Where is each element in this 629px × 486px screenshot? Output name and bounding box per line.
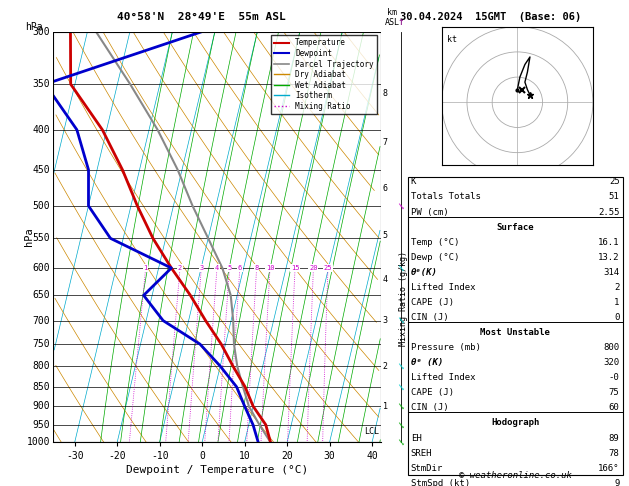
Text: Surface: Surface [496,223,534,232]
Text: Mixing Ratio (g/kg): Mixing Ratio (g/kg) [399,251,408,346]
Text: →→: →→ [396,315,406,326]
Text: 1: 1 [614,298,620,307]
Text: 3: 3 [382,316,387,325]
Text: 850: 850 [33,382,50,392]
Text: →→: →→ [396,361,406,371]
Text: 2: 2 [178,265,182,271]
Text: 1: 1 [382,402,387,411]
Text: 1: 1 [143,265,148,271]
Text: 450: 450 [33,165,50,175]
Text: Totals Totals: Totals Totals [411,192,481,202]
Text: CIN (J): CIN (J) [411,313,448,322]
Text: 75: 75 [609,388,620,398]
Text: 4: 4 [215,265,219,271]
Text: 2: 2 [614,283,620,292]
Text: Temp (°C): Temp (°C) [411,238,459,247]
Text: kt: kt [447,35,457,44]
Text: SREH: SREH [411,449,432,458]
Text: 13.2: 13.2 [598,253,620,262]
Text: Hodograph: Hodograph [491,418,539,428]
Text: 400: 400 [33,125,50,135]
Text: 800: 800 [33,361,50,371]
Text: 4: 4 [382,275,387,284]
Text: -0: -0 [609,373,620,382]
Text: 950: 950 [33,420,50,430]
Text: 60: 60 [609,403,620,413]
Text: θᵉ (K): θᵉ (K) [411,358,443,367]
Text: K: K [411,177,416,187]
Text: Lifted Index: Lifted Index [411,373,476,382]
Text: Dewp (°C): Dewp (°C) [411,253,459,262]
Text: Most Unstable: Most Unstable [480,328,550,337]
Text: 166°: 166° [598,464,620,473]
Text: 550: 550 [33,233,50,243]
Text: LCL: LCL [364,427,379,435]
Text: ↑: ↑ [398,17,404,27]
Text: 9: 9 [614,479,620,486]
Text: 6: 6 [382,184,387,193]
Text: →→: →→ [396,437,406,448]
Text: →→: →→ [396,401,406,412]
Text: →→: →→ [396,419,406,430]
Text: CAPE (J): CAPE (J) [411,388,454,398]
Text: 25: 25 [609,177,620,187]
Text: 2.55: 2.55 [598,208,620,217]
Text: PW (cm): PW (cm) [411,208,448,217]
Text: 7: 7 [382,138,387,147]
Text: 350: 350 [33,79,50,89]
Text: CIN (J): CIN (J) [411,403,448,413]
Text: StmSpd (kt): StmSpd (kt) [411,479,470,486]
Text: →→: →→ [396,201,406,211]
Text: 25: 25 [324,265,332,271]
Text: 700: 700 [33,315,50,326]
Text: 51: 51 [609,192,620,202]
Text: 8: 8 [382,89,387,98]
Text: 900: 900 [33,401,50,411]
Text: θᵉ(K): θᵉ(K) [411,268,438,277]
Text: 8: 8 [255,265,259,271]
X-axis label: Dewpoint / Temperature (°C): Dewpoint / Temperature (°C) [126,466,308,475]
Text: →→: →→ [396,263,406,273]
Text: 650: 650 [33,290,50,300]
Text: 0: 0 [614,313,620,322]
Text: 750: 750 [33,339,50,349]
Text: 20: 20 [309,265,318,271]
Text: 40°58'N  28°49'E  55m ASL: 40°58'N 28°49'E 55m ASL [117,12,286,22]
Text: 5: 5 [227,265,231,271]
Text: 16.1: 16.1 [598,238,620,247]
Text: 300: 300 [33,27,50,36]
Text: 2: 2 [382,362,387,371]
Text: 600: 600 [33,263,50,273]
Text: km
ASL: km ASL [385,8,400,28]
Text: StmDir: StmDir [411,464,443,473]
Legend: Temperature, Dewpoint, Parcel Trajectory, Dry Adiabat, Wet Adiabat, Isotherm, Mi: Temperature, Dewpoint, Parcel Trajectory… [270,35,377,114]
Text: 1000: 1000 [26,437,50,447]
Text: 10: 10 [266,265,274,271]
Text: →→: →→ [396,382,406,392]
Text: 89: 89 [609,434,620,443]
Text: 78: 78 [609,449,620,458]
Text: 15: 15 [291,265,299,271]
Text: 800: 800 [603,343,620,352]
Text: © weatheronline.co.uk: © weatheronline.co.uk [459,471,572,480]
Text: Lifted Index: Lifted Index [411,283,476,292]
Text: Pressure (mb): Pressure (mb) [411,343,481,352]
Text: 314: 314 [603,268,620,277]
Text: EH: EH [411,434,421,443]
Text: 320: 320 [603,358,620,367]
Text: 3: 3 [199,265,203,271]
Text: 30.04.2024  15GMT  (Base: 06): 30.04.2024 15GMT (Base: 06) [400,12,581,22]
Text: 6: 6 [238,265,242,271]
Text: 5: 5 [382,231,387,240]
Text: hPa: hPa [26,21,43,32]
Text: CAPE (J): CAPE (J) [411,298,454,307]
Text: hPa: hPa [24,227,34,246]
Text: 500: 500 [33,201,50,211]
